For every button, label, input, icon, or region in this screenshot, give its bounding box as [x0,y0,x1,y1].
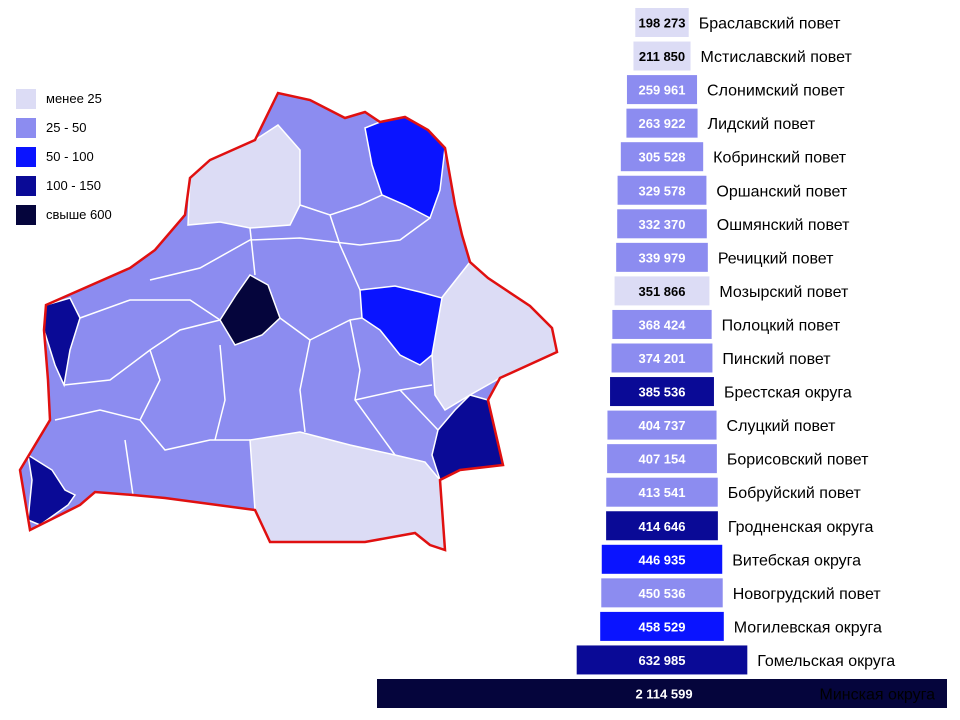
bar [601,544,723,574]
map-region [219,274,281,346]
bar-category-label: Гродненская округа [728,519,874,536]
bar-category-label: Борисовский повет [727,452,869,469]
map-region [43,297,81,388]
legend-swatch [16,175,36,196]
legend-label: 25 - 50 [46,120,87,135]
bar-category-label: Ошмянский повет [717,217,850,234]
bar-value-label: 263 922 [639,116,686,131]
bar-value-label: 446 935 [639,552,686,567]
bar [635,8,689,37]
bar-value-label: 374 201 [639,351,686,366]
bar-category-label: Мозырский повет [719,284,849,301]
bar [620,142,704,172]
bar [607,444,717,474]
map-region [187,124,301,229]
bar-value-label: 329 578 [639,183,686,198]
bar [612,309,712,339]
legend-item: 100 - 150 [16,171,112,200]
bar-value-label: 458 529 [639,619,686,634]
choropleth-map [18,91,559,552]
legend-item: 50 - 100 [16,142,112,171]
legend-label: свыше 600 [46,207,112,222]
bar-category-label: Полоцкий повет [722,317,841,334]
bar-value-label: 305 528 [639,150,686,165]
bar-category-label: Лидский повет [708,116,816,133]
bar-value-label: 632 985 [639,653,686,668]
bar [626,108,698,138]
bar [617,209,707,239]
bar [610,377,714,407]
bar-value-label: 198 273 [639,16,686,31]
bar-value-label: 2 114 599 [635,687,692,702]
bar-category-label: Бобруйский повет [728,485,862,502]
bar [617,175,707,205]
legend-item: менее 25 [16,84,112,113]
legend-swatch [16,204,36,225]
bar-category-label: Новогрудский повет [733,586,882,603]
bar-category-label: Гомельская округа [757,653,895,670]
bar-value-label: 414 646 [639,519,686,534]
bar-value-label: 332 370 [639,217,686,232]
bar-category-label: Речицкий повет [718,250,834,267]
bar-value-label: 351 866 [639,284,686,299]
legend-label: менее 25 [46,91,102,106]
legend-swatch [16,146,36,167]
bar-value-label: 259 961 [639,83,686,98]
bar [633,41,691,71]
bar [377,679,947,708]
map-region [26,453,77,526]
bar [614,276,710,306]
bar-category-label: Витебская округа [732,552,861,569]
legend-swatch [16,117,36,138]
bar-value-label: 211 850 [639,49,685,64]
bar-value-label: 413 541 [639,485,686,500]
legend-label: 100 - 150 [46,178,101,193]
bar-category-label: Мстиславский повет [701,49,853,66]
legend-swatch [16,88,36,109]
bar-category-label: Кобринский повет [713,150,847,167]
bar-category-label: Оршанский повет [716,183,847,200]
bar-value-label: 339 979 [639,250,686,265]
legend-item: свыше 600 [16,200,112,229]
bar-category-label: Могилевская округа [734,619,882,636]
bar-value-label: 368 424 [639,317,687,332]
bar [607,410,717,440]
bar-category-label: Брестская округа [724,385,852,402]
bar-value-label: 385 536 [639,385,686,400]
bar [576,645,748,675]
bar [600,611,724,641]
bar-value-label: 404 737 [639,418,686,433]
legend: менее 25 25 - 50 50 - 100 100 - 150 свыш… [16,84,112,229]
legend-label: 50 - 100 [46,149,94,164]
bar [611,343,713,373]
bar [616,242,708,272]
bar-category-label: Минская округа [820,687,936,704]
bar [601,578,723,608]
bar-category-label: Пинский повет [722,351,831,368]
bar-value-label: 450 536 [639,586,686,601]
bar [606,511,718,541]
bar [626,75,698,105]
bar-value-label: 407 154 [639,452,687,467]
bar [606,477,718,507]
map-region [359,285,443,366]
legend-item: 25 - 50 [16,113,112,142]
bar-category-label: Слуцкий повет [727,418,837,435]
country-border [18,91,559,552]
bar-category-label: Браславский повет [699,16,841,33]
bar-category-label: Слонимский повет [707,83,845,100]
